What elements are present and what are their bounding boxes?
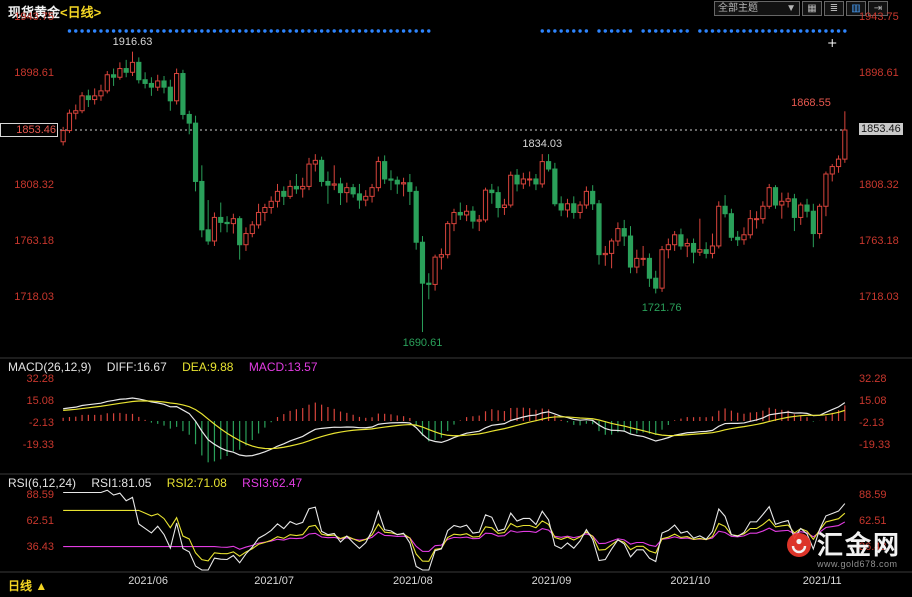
axis-label: -19.33 (859, 438, 891, 451)
chart-style-button[interactable]: ▥ (846, 1, 866, 16)
macd-diff-value: DIFF:16.67 (106, 360, 167, 374)
rsi-panel (63, 489, 846, 571)
axis-label: 1853.46 (859, 123, 903, 135)
macd-panel (62, 397, 846, 463)
price-annotation: 1916.63 (112, 35, 153, 48)
month-label: 2021/09 (531, 575, 572, 587)
watermark: 汇金网 www.gold678.com (786, 532, 901, 569)
period-label: 日线 (8, 579, 33, 593)
axis-label: 36.43 (26, 541, 54, 553)
price-annotation: 1868.55 (791, 97, 831, 110)
axis-label: 1808.32 (14, 179, 54, 191)
site-logo-icon (786, 532, 812, 563)
month-label: 2021/08 (392, 575, 433, 587)
theme-dropdown-label: 全部主题 (718, 3, 758, 14)
triangle-up-icon: ▲ (35, 579, 48, 593)
price-annotation: 1834.03 (522, 138, 563, 151)
watermark-name: 汇金网 (817, 530, 902, 560)
event-dots (67, 29, 847, 33)
axis-label: 88.59 (859, 489, 887, 501)
expand-icon: ⇥ (873, 3, 883, 14)
axis-label: 1898.61 (14, 67, 54, 79)
axis-label: 1898.61 (859, 67, 899, 79)
axis-label: -2.13 (28, 416, 54, 429)
axis-label: 62.51 (859, 515, 887, 527)
indicator-list-button[interactable]: ≣ (824, 1, 844, 16)
macd-dea-value: DEA:9.88 (182, 360, 234, 374)
macd-indicator-row: MACD(26,12,9) DIFF:16.67 DEA:9.88 MACD:1… (8, 360, 330, 374)
expand-button[interactable]: ⇥ (868, 1, 888, 16)
macd-value: MACD:13.57 (248, 360, 318, 374)
price-annotation: 1721.76 (641, 302, 682, 315)
price-annotation: 1690.61 (402, 337, 443, 350)
axis-label: 62.51 (26, 515, 54, 527)
panel-separators (0, 357, 912, 573)
watermark-url: www.gold678.com (817, 559, 898, 569)
axis-label: -19.33 (22, 438, 54, 451)
axis-label: 32.28 (26, 372, 54, 385)
axis-label: 1943.75 (14, 11, 54, 23)
axis-label: 1763.18 (859, 235, 899, 247)
axis-label: 15.08 (859, 394, 887, 407)
chevron-down-icon: ▼ (786, 3, 796, 14)
theme-dropdown[interactable]: 全部主题 ▼ (714, 1, 800, 16)
rsi1-value: RSI1:81.05 (91, 476, 152, 490)
cursor-cross (828, 39, 837, 47)
symbol-title: 现货黄金 (8, 5, 61, 20)
multi-chart-button[interactable]: ▦ (802, 1, 822, 16)
axis-label: -2.13 (859, 416, 885, 429)
month-label: 2021/06 (128, 575, 168, 587)
grid-icon: ▦ (807, 3, 817, 14)
rsi-title: RSI(6,12,24) (8, 476, 77, 490)
period-tag: <日线> (60, 5, 102, 20)
period-selector[interactable]: 日线 ▲ (8, 577, 47, 594)
header-controls: 全部主题 ▼ ▦ ≣ ▥ ⇥ (714, 1, 888, 16)
axis-label: 1718.03 (859, 291, 899, 304)
rsi3-value: RSI3:62.47 (242, 476, 303, 490)
month-label: 2021/11 (802, 575, 842, 587)
month-label: 2021/07 (254, 575, 295, 587)
month-label: 2021/10 (670, 575, 711, 587)
axis-label: 88.59 (26, 489, 54, 501)
axis-label: 1853.46 (0, 123, 58, 137)
rsi2-value: RSI2:71.08 (166, 476, 227, 490)
axis-label: 36.43 (859, 541, 887, 553)
candlestick-icon: ▥ (851, 3, 861, 14)
axis-label: 1943.75 (859, 11, 899, 23)
axis-label: 1763.18 (14, 235, 54, 247)
axis-label: 1808.32 (859, 179, 899, 191)
axis-label: 1718.03 (14, 291, 54, 304)
macd-title: MACD(26,12,9) (8, 360, 92, 374)
chart-title: 现货黄金<日线> (8, 2, 101, 21)
axis-label: 15.08 (26, 394, 54, 407)
rsi-indicator-row: RSI(6,12,24) RSI1:81.05 RSI2:71.08 RSI3:… (8, 476, 314, 490)
list-icon: ≣ (829, 3, 839, 14)
candles (60, 51, 848, 333)
axis-label: 32.28 (859, 372, 887, 385)
